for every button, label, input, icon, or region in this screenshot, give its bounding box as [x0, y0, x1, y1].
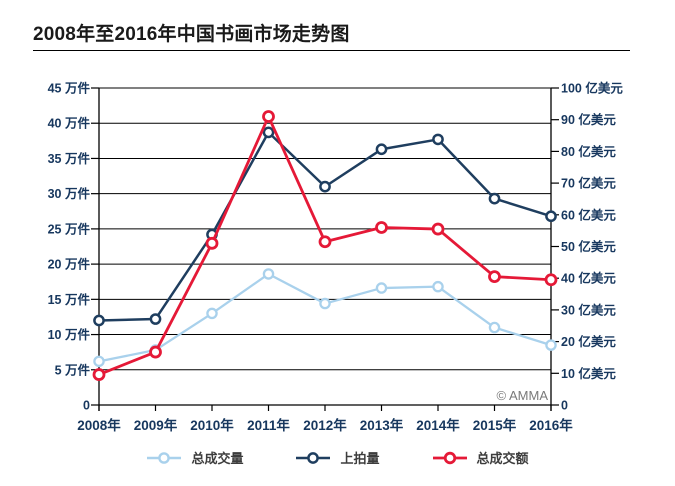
legend-label-total-volume: 总成交量: [191, 451, 244, 466]
left-axis-label: 25 万件: [48, 221, 91, 236]
series-total-volume-point: [488, 321, 501, 334]
left-axis-label: 10 万件: [48, 327, 91, 342]
x-axis-label: 2010年: [190, 417, 234, 433]
right-axis-label: 40 亿美元: [561, 271, 616, 286]
x-axis-label: 2015年: [473, 417, 517, 433]
series-lots-offered-point: [262, 126, 275, 139]
series-lots-offered-point: [488, 192, 501, 205]
line-circle-marker-icon: [147, 451, 182, 464]
series-total-value-point: [318, 235, 332, 249]
legend-item-lots-offered: 上拍量: [295, 448, 380, 467]
series-total-volume-point: [206, 307, 218, 320]
series-total-value-point: [488, 270, 501, 284]
title-divider: [33, 50, 630, 51]
series-lots-offered-point: [93, 314, 105, 327]
series-total-value-point: [149, 345, 162, 359]
right-axis-label: 0: [561, 399, 568, 413]
right-axis-label: 70 亿美元: [561, 176, 616, 191]
x-axis-label: 2013年: [360, 417, 404, 433]
series-lots-offered-point: [375, 143, 388, 156]
legend-label-lots-offered: 上拍量: [340, 451, 380, 466]
line-circle-marker-icon: [296, 451, 331, 464]
right-axis-label: 30 亿美元: [561, 302, 616, 317]
right-axis-label: 80 亿美元: [561, 144, 616, 159]
right-axis-label: 100 亿美元: [561, 81, 623, 96]
series-total-value-point: [262, 110, 275, 123]
right-axis-label: 90 亿美元: [561, 112, 616, 127]
left-axis-label: 15 万件: [48, 292, 91, 307]
series-total-volume-point: [375, 282, 388, 294]
chart-canvas: 45 万件 40 万件 35 万件 30 万件 25 万件 20 万件 15 万件 10 万件…: [48, 81, 624, 434]
series-total-value-point: [375, 221, 388, 234]
chart-legend: 总成交量 上拍量 总成交额: [0, 448, 675, 467]
legend-item-total-volume: 总成交量: [146, 448, 243, 467]
right-axis-label: 60 亿美元: [561, 207, 616, 222]
left-axis-label: 5 万件: [55, 362, 91, 377]
x-axis-label: 2009年: [134, 417, 178, 433]
series-total-value-point: [431, 222, 445, 236]
series-total-value-point: [92, 368, 106, 381]
series-total-volume-point: [545, 339, 557, 351]
series-lots-offered-point: [432, 133, 444, 146]
copyright-label: © AMMA: [496, 388, 548, 403]
left-axis-label: 0: [83, 399, 90, 413]
x-axis-label: 2016年: [529, 417, 573, 433]
series-lots-offered-point: [545, 210, 557, 223]
x-axis-label: 2012年: [303, 417, 347, 433]
line-circle-marker-icon: [432, 451, 467, 464]
left-axis-label: 45 万件: [48, 81, 91, 96]
right-axis-label: 20 亿美元: [561, 334, 616, 349]
left-axis-label: 20 万件: [48, 257, 91, 272]
series-total-value-point: [205, 236, 219, 250]
legend-label-total-value: 总成交额: [476, 451, 529, 466]
series-total-volume-line: [98, 272, 552, 363]
series-total-volume-point: [262, 268, 275, 280]
x-axis-label: 2008年: [77, 417, 121, 433]
left-axis-label: 30 万件: [48, 186, 91, 201]
x-axis-label: 2014年: [416, 417, 460, 433]
chart-title: 2008年至2016年中国书画市场走势图: [33, 24, 350, 45]
series-lots-offered-point: [319, 180, 331, 193]
right-axis-label: 50 亿美元: [561, 239, 616, 254]
series-lots-offered-point: [149, 313, 162, 325]
legend-item-total-value: 总成交额: [432, 448, 529, 467]
series-total-volume-point: [319, 297, 331, 310]
right-axis-label: 10 亿美元: [561, 366, 616, 381]
series-lots-offered-line: [98, 131, 552, 322]
left-axis-label: 35 万件: [48, 151, 91, 166]
left-axis-label: 40 万件: [48, 116, 91, 131]
x-axis-label: 2011年: [247, 417, 290, 433]
series-total-volume-point: [93, 355, 105, 368]
series-total-volume-point: [432, 280, 444, 293]
series-total-value-point: [544, 273, 558, 287]
